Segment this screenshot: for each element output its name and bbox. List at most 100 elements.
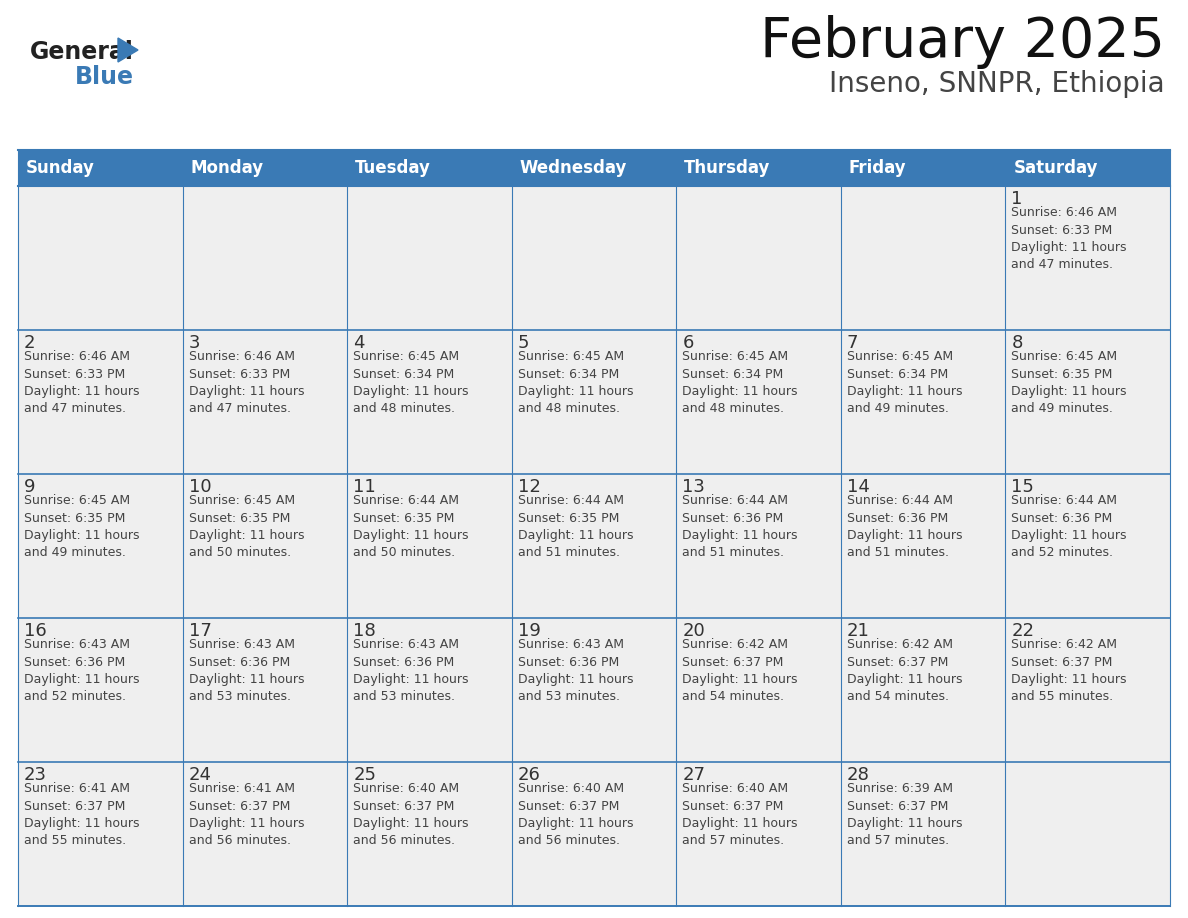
Bar — [512, 474, 676, 618]
Text: Sunrise: 6:43 AM
Sunset: 6:36 PM
Daylight: 11 hours
and 53 minutes.: Sunrise: 6:43 AM Sunset: 6:36 PM Dayligh… — [353, 638, 468, 703]
Text: Monday: Monday — [190, 159, 264, 177]
Text: 9: 9 — [24, 478, 36, 496]
Text: 23: 23 — [24, 766, 48, 784]
Text: 6: 6 — [682, 334, 694, 352]
Text: Wednesday: Wednesday — [519, 159, 627, 177]
Bar — [347, 618, 512, 762]
Text: 11: 11 — [353, 478, 375, 496]
Text: Sunrise: 6:44 AM
Sunset: 6:36 PM
Daylight: 11 hours
and 52 minutes.: Sunrise: 6:44 AM Sunset: 6:36 PM Dayligh… — [1011, 494, 1127, 559]
Bar — [183, 762, 347, 906]
Text: Sunrise: 6:43 AM
Sunset: 6:36 PM
Daylight: 11 hours
and 53 minutes.: Sunrise: 6:43 AM Sunset: 6:36 PM Dayligh… — [518, 638, 633, 703]
Text: Sunrise: 6:42 AM
Sunset: 6:37 PM
Daylight: 11 hours
and 54 minutes.: Sunrise: 6:42 AM Sunset: 6:37 PM Dayligh… — [682, 638, 798, 703]
Text: Blue: Blue — [75, 65, 134, 89]
Text: General: General — [30, 40, 134, 64]
Bar — [512, 762, 676, 906]
Bar — [1005, 762, 1170, 906]
Text: Friday: Friday — [849, 159, 906, 177]
Text: Sunrise: 6:41 AM
Sunset: 6:37 PM
Daylight: 11 hours
and 55 minutes.: Sunrise: 6:41 AM Sunset: 6:37 PM Dayligh… — [24, 782, 139, 847]
Text: Sunrise: 6:45 AM
Sunset: 6:34 PM
Daylight: 11 hours
and 48 minutes.: Sunrise: 6:45 AM Sunset: 6:34 PM Dayligh… — [518, 350, 633, 416]
Bar — [183, 186, 347, 330]
Bar — [18, 618, 183, 762]
Text: 26: 26 — [518, 766, 541, 784]
Text: Tuesday: Tuesday — [355, 159, 431, 177]
Bar — [347, 762, 512, 906]
Text: Sunrise: 6:44 AM
Sunset: 6:36 PM
Daylight: 11 hours
and 51 minutes.: Sunrise: 6:44 AM Sunset: 6:36 PM Dayligh… — [682, 494, 798, 559]
Text: Sunrise: 6:42 AM
Sunset: 6:37 PM
Daylight: 11 hours
and 54 minutes.: Sunrise: 6:42 AM Sunset: 6:37 PM Dayligh… — [847, 638, 962, 703]
Bar — [841, 762, 1005, 906]
Bar — [512, 618, 676, 762]
Text: Sunrise: 6:44 AM
Sunset: 6:35 PM
Daylight: 11 hours
and 50 minutes.: Sunrise: 6:44 AM Sunset: 6:35 PM Dayligh… — [353, 494, 468, 559]
Text: 10: 10 — [189, 478, 211, 496]
Text: February 2025: February 2025 — [760, 15, 1165, 69]
Text: 2: 2 — [24, 334, 36, 352]
Text: Sunrise: 6:46 AM
Sunset: 6:33 PM
Daylight: 11 hours
and 47 minutes.: Sunrise: 6:46 AM Sunset: 6:33 PM Dayligh… — [24, 350, 139, 416]
Text: 20: 20 — [682, 622, 704, 640]
Text: 5: 5 — [518, 334, 529, 352]
Text: Sunrise: 6:46 AM
Sunset: 6:33 PM
Daylight: 11 hours
and 47 minutes.: Sunrise: 6:46 AM Sunset: 6:33 PM Dayligh… — [1011, 206, 1127, 272]
Text: 4: 4 — [353, 334, 365, 352]
Text: 18: 18 — [353, 622, 375, 640]
Text: Sunrise: 6:46 AM
Sunset: 6:33 PM
Daylight: 11 hours
and 47 minutes.: Sunrise: 6:46 AM Sunset: 6:33 PM Dayligh… — [189, 350, 304, 416]
Text: 3: 3 — [189, 334, 200, 352]
Text: 8: 8 — [1011, 334, 1023, 352]
Text: Thursday: Thursday — [684, 159, 771, 177]
Text: Sunrise: 6:40 AM
Sunset: 6:37 PM
Daylight: 11 hours
and 56 minutes.: Sunrise: 6:40 AM Sunset: 6:37 PM Dayligh… — [353, 782, 468, 847]
Text: 28: 28 — [847, 766, 870, 784]
Text: Sunrise: 6:39 AM
Sunset: 6:37 PM
Daylight: 11 hours
and 57 minutes.: Sunrise: 6:39 AM Sunset: 6:37 PM Dayligh… — [847, 782, 962, 847]
Text: 7: 7 — [847, 334, 859, 352]
Bar — [1005, 618, 1170, 762]
Bar — [18, 330, 183, 474]
Text: 24: 24 — [189, 766, 211, 784]
Bar — [347, 330, 512, 474]
Text: 25: 25 — [353, 766, 377, 784]
Text: Sunrise: 6:45 AM
Sunset: 6:34 PM
Daylight: 11 hours
and 48 minutes.: Sunrise: 6:45 AM Sunset: 6:34 PM Dayligh… — [682, 350, 798, 416]
Text: Sunday: Sunday — [26, 159, 95, 177]
Bar — [512, 186, 676, 330]
Bar — [18, 762, 183, 906]
Bar — [183, 474, 347, 618]
Bar — [347, 186, 512, 330]
Text: 17: 17 — [189, 622, 211, 640]
Bar — [676, 330, 841, 474]
Bar — [1005, 474, 1170, 618]
Bar — [676, 618, 841, 762]
Bar — [183, 330, 347, 474]
Bar — [841, 474, 1005, 618]
Polygon shape — [118, 38, 138, 62]
Text: Sunrise: 6:43 AM
Sunset: 6:36 PM
Daylight: 11 hours
and 53 minutes.: Sunrise: 6:43 AM Sunset: 6:36 PM Dayligh… — [189, 638, 304, 703]
Text: Sunrise: 6:40 AM
Sunset: 6:37 PM
Daylight: 11 hours
and 56 minutes.: Sunrise: 6:40 AM Sunset: 6:37 PM Dayligh… — [518, 782, 633, 847]
Bar — [347, 150, 512, 186]
Text: Sunrise: 6:43 AM
Sunset: 6:36 PM
Daylight: 11 hours
and 52 minutes.: Sunrise: 6:43 AM Sunset: 6:36 PM Dayligh… — [24, 638, 139, 703]
Text: Sunrise: 6:45 AM
Sunset: 6:34 PM
Daylight: 11 hours
and 49 minutes.: Sunrise: 6:45 AM Sunset: 6:34 PM Dayligh… — [847, 350, 962, 416]
Text: 16: 16 — [24, 622, 46, 640]
Bar — [183, 150, 347, 186]
Bar — [183, 618, 347, 762]
Text: 1: 1 — [1011, 190, 1023, 208]
Text: Sunrise: 6:41 AM
Sunset: 6:37 PM
Daylight: 11 hours
and 56 minutes.: Sunrise: 6:41 AM Sunset: 6:37 PM Dayligh… — [189, 782, 304, 847]
Text: Saturday: Saturday — [1013, 159, 1098, 177]
Text: Sunrise: 6:42 AM
Sunset: 6:37 PM
Daylight: 11 hours
and 55 minutes.: Sunrise: 6:42 AM Sunset: 6:37 PM Dayligh… — [1011, 638, 1127, 703]
Text: 15: 15 — [1011, 478, 1035, 496]
Text: Sunrise: 6:45 AM
Sunset: 6:35 PM
Daylight: 11 hours
and 49 minutes.: Sunrise: 6:45 AM Sunset: 6:35 PM Dayligh… — [24, 494, 139, 559]
Text: 14: 14 — [847, 478, 870, 496]
Text: Sunrise: 6:44 AM
Sunset: 6:36 PM
Daylight: 11 hours
and 51 minutes.: Sunrise: 6:44 AM Sunset: 6:36 PM Dayligh… — [847, 494, 962, 559]
Bar — [676, 150, 841, 186]
Bar — [1005, 150, 1170, 186]
Bar — [347, 474, 512, 618]
Bar — [841, 150, 1005, 186]
Text: 12: 12 — [518, 478, 541, 496]
Text: Sunrise: 6:45 AM
Sunset: 6:35 PM
Daylight: 11 hours
and 49 minutes.: Sunrise: 6:45 AM Sunset: 6:35 PM Dayligh… — [1011, 350, 1127, 416]
Text: Sunrise: 6:45 AM
Sunset: 6:34 PM
Daylight: 11 hours
and 48 minutes.: Sunrise: 6:45 AM Sunset: 6:34 PM Dayligh… — [353, 350, 468, 416]
Bar — [841, 186, 1005, 330]
Text: 13: 13 — [682, 478, 706, 496]
Bar — [512, 330, 676, 474]
Bar — [1005, 330, 1170, 474]
Text: 19: 19 — [518, 622, 541, 640]
Bar — [676, 762, 841, 906]
Bar — [676, 186, 841, 330]
Bar — [18, 150, 183, 186]
Bar — [841, 618, 1005, 762]
Text: Sunrise: 6:45 AM
Sunset: 6:35 PM
Daylight: 11 hours
and 50 minutes.: Sunrise: 6:45 AM Sunset: 6:35 PM Dayligh… — [189, 494, 304, 559]
Text: Sunrise: 6:40 AM
Sunset: 6:37 PM
Daylight: 11 hours
and 57 minutes.: Sunrise: 6:40 AM Sunset: 6:37 PM Dayligh… — [682, 782, 798, 847]
Text: 27: 27 — [682, 766, 706, 784]
